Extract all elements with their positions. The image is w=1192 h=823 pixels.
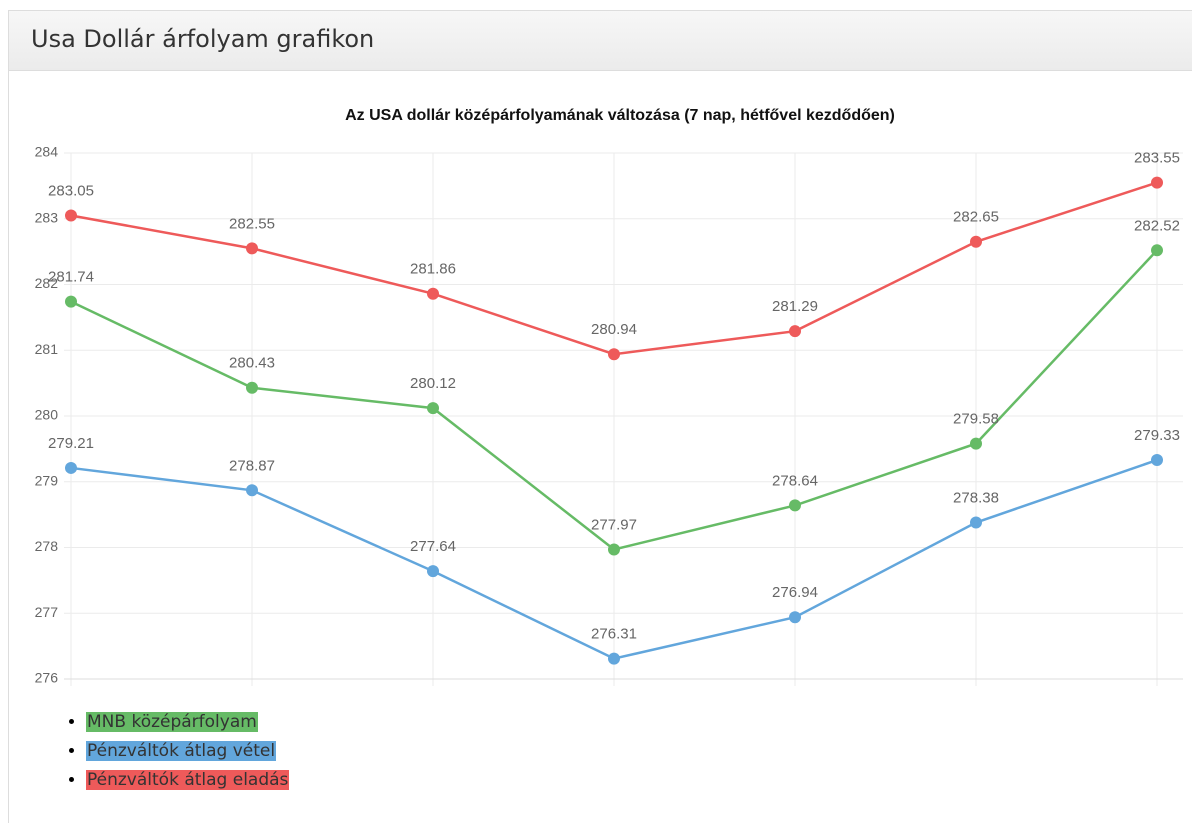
legend-item: Pénzváltók átlag vétel [86, 737, 289, 766]
data-point [1151, 454, 1163, 467]
data-point [789, 611, 801, 624]
data-label: 278.38 [953, 489, 999, 506]
data-label: 279.58 [953, 411, 999, 428]
data-label: 278.87 [229, 457, 275, 474]
y-tick-label: 279 [35, 472, 59, 488]
data-point [608, 543, 620, 556]
data-label: 277.64 [410, 538, 456, 555]
data-point [427, 287, 439, 300]
legend-label: MNB középárfolyam [86, 712, 258, 732]
data-label: 282.65 [953, 209, 999, 226]
panel-header: Usa Dollár árfolyam grafikon [8, 10, 1192, 71]
data-point [970, 437, 982, 450]
panel-border [8, 71, 9, 823]
data-point [65, 461, 77, 474]
data-point [789, 499, 801, 512]
chart: Az USA dollár középárfolyamának változás… [35, 107, 1183, 686]
data-label: 283.55 [1134, 150, 1180, 167]
data-label: 277.97 [591, 516, 637, 533]
data-label: 282.52 [1134, 217, 1180, 234]
data-label: 279.21 [48, 435, 94, 452]
y-tick-label: 284 [35, 144, 59, 160]
data-point [1151, 244, 1163, 257]
panel-title: Usa Dollár árfolyam grafikon [31, 25, 375, 53]
data-point [65, 295, 77, 308]
data-label: 280.43 [229, 355, 275, 372]
legend-label: Pénzváltók átlag vétel [86, 741, 277, 761]
y-tick-label: 276 [35, 670, 59, 686]
chart-title: Az USA dollár középárfolyamának változás… [345, 107, 895, 124]
data-label: 281.74 [48, 269, 94, 286]
y-tick-label: 281 [35, 341, 59, 357]
y-tick-label: 280 [35, 407, 59, 423]
legend: MNB középárfolyam Pénzváltók átlag vétel P… [62, 708, 290, 795]
data-point [246, 484, 258, 497]
data-label: 281.29 [772, 298, 818, 315]
data-point [1151, 176, 1163, 189]
data-point [970, 516, 982, 529]
data-label: 276.94 [772, 584, 818, 601]
legend-label: Pénzváltók átlag eladás [86, 770, 290, 790]
data-point [427, 565, 439, 578]
data-point [789, 325, 801, 338]
data-label: 278.64 [772, 472, 818, 489]
data-label: 276.31 [591, 626, 637, 643]
data-label: 283.05 [48, 182, 94, 199]
data-point [970, 235, 982, 248]
data-label: 281.86 [410, 261, 456, 278]
data-label: 279.33 [1134, 427, 1180, 444]
y-tick-label: 283 [35, 209, 59, 225]
data-point [427, 402, 439, 415]
data-label: 282.55 [229, 215, 275, 232]
data-label: 280.94 [591, 321, 637, 338]
y-tick-label: 282 [35, 275, 59, 291]
legend-item: Pénzváltók átlag eladás [86, 766, 290, 795]
data-point [246, 242, 258, 255]
data-point [608, 652, 620, 665]
y-tick-label: 277 [35, 604, 59, 620]
legend-item: MNB középárfolyam [86, 708, 289, 737]
data-point [246, 381, 258, 394]
data-label: 280.12 [410, 375, 456, 392]
data-point [608, 348, 620, 361]
data-point [65, 209, 77, 222]
y-tick-label: 278 [35, 538, 59, 554]
